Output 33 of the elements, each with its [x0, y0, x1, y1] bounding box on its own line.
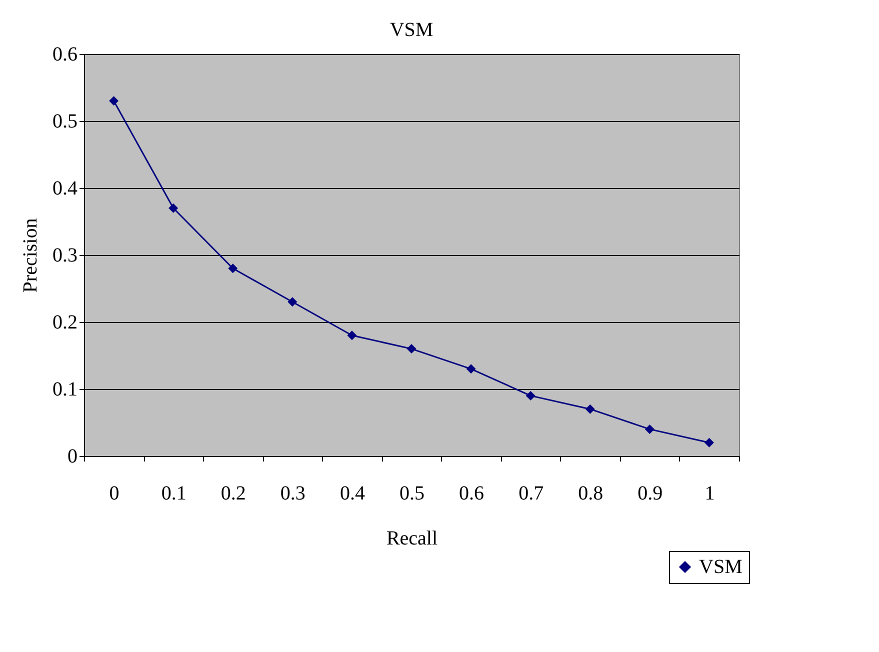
y-tick-label: 0 [68, 446, 78, 468]
x-tick-label: 0.9 [638, 482, 663, 504]
y-tick-label: 0.4 [52, 178, 78, 200]
y-axis-title: Precision [20, 218, 42, 293]
point [288, 297, 298, 307]
point [406, 344, 416, 354]
x-axis-title: Recall [386, 528, 438, 550]
point [526, 390, 536, 400]
x-tick-label: 1 [704, 482, 715, 504]
x-tick-label: 0.3 [280, 482, 306, 504]
y-tick-label: 0.3 [52, 244, 78, 266]
point [347, 330, 357, 340]
x-tick-label: 0.1 [161, 482, 186, 504]
y-tick-label: 0.2 [52, 312, 78, 334]
point [466, 364, 476, 374]
x-tick-label: 0 [109, 482, 120, 504]
x-tick-label: 0.2 [220, 482, 246, 504]
x-tick-label: 0.7 [518, 482, 544, 504]
y-tick-label: 0.1 [52, 378, 78, 400]
x-tick-label: 0.5 [400, 482, 424, 504]
point [585, 404, 595, 414]
y-tick-label: 0.5 [52, 110, 78, 132]
point [644, 424, 654, 434]
point [109, 96, 119, 106]
chart-title: VSM [390, 19, 434, 41]
point [168, 203, 178, 213]
point [704, 438, 714, 448]
x-tick-label: 0.6 [459, 482, 484, 504]
legend-label: VSM [699, 556, 743, 578]
x-tick-label: 0.8 [578, 482, 604, 504]
x-tick-label: 0.4 [340, 482, 365, 504]
y-tick-label: 0.6 [52, 44, 78, 66]
point [228, 264, 238, 274]
